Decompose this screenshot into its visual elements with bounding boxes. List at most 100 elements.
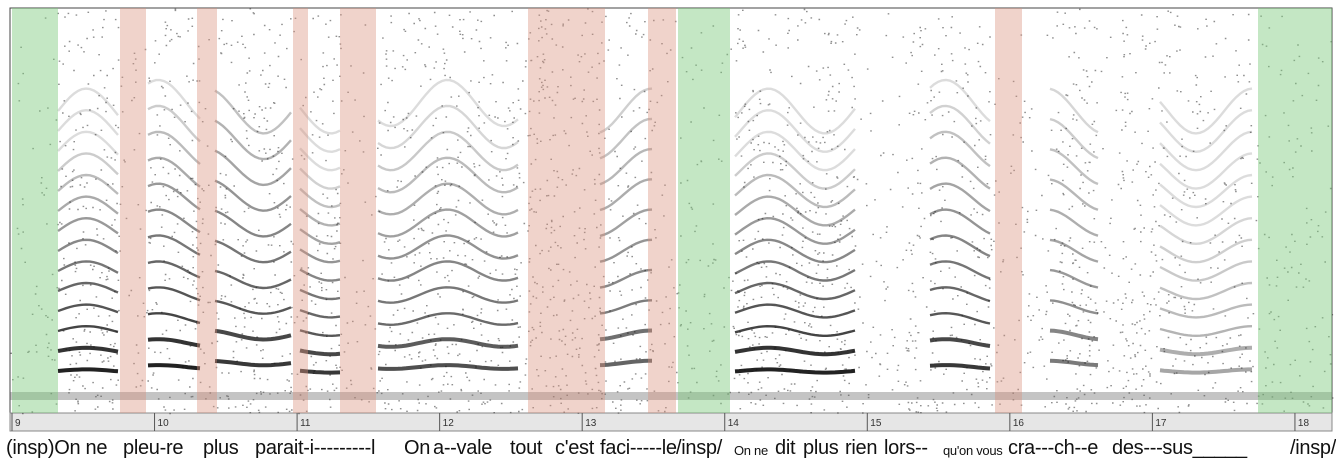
spectrogram-texture [10,8,1334,415]
harmonic [57,108,119,136]
consonant-band [528,8,605,413]
lyric: (insp)On ne [6,437,108,459]
harmonic [377,208,519,238]
harmonic [1049,148,1099,186]
lyric: /insp/ [676,437,723,459]
harmonic [599,358,652,368]
x-tick-label: 16 [1013,418,1025,429]
harmonic [929,311,991,325]
lyric: cra---ch--e [1008,437,1099,459]
harmonic [929,78,991,123]
harmonic [57,303,119,314]
harmonic [734,281,856,301]
harmonic [1159,173,1253,209]
harmonic [929,337,991,348]
harmonic [599,178,653,212]
harmonic [734,260,856,282]
x-tick-label: 15 [870,418,882,429]
harmonic [1049,208,1099,237]
harmonic [377,156,519,194]
harmonic [1049,87,1099,134]
harmonic [1049,238,1099,263]
harmonic [734,216,856,245]
lyric: /insp/ [1290,437,1336,459]
harmonic [147,286,201,302]
harmonic [147,104,201,143]
time-axis [9,412,1333,432]
harmonic [147,130,201,165]
harmonic [734,109,856,153]
lyric: dit [775,437,796,459]
harmonic [1049,299,1099,315]
harmonic [1159,238,1253,264]
consonant-band [293,8,308,413]
plot-frame [9,7,1333,414]
harmonic [734,152,856,190]
x-tick-label: 11 [300,418,311,429]
harmonic [214,89,292,135]
x-tick-label: 14 [728,418,740,429]
lyric: c'est [555,437,594,459]
harmonic [377,286,519,304]
harmonic [377,260,519,282]
lyric: rien [845,437,878,459]
harmonic [1159,217,1253,246]
harmonic [599,299,653,315]
harmonic [734,87,856,135]
harmonic [929,234,991,258]
harmonic [57,281,119,294]
harmonic [299,107,341,135]
harmonic [377,363,519,371]
harmonic [214,119,292,161]
harmonic [214,359,292,368]
harmonic [299,268,341,282]
lyric: On [404,437,431,459]
harmonic [734,303,856,319]
harmonic [734,195,856,227]
harmonic [147,208,201,234]
harmonic [57,87,119,117]
consonant-band [648,8,676,413]
harmonic [734,367,856,375]
x-tick-label: 18 [1298,418,1310,429]
harmonic [214,209,292,238]
harmonic [1159,367,1252,375]
harmonic [57,345,119,354]
harmonic [1049,178,1099,211]
harmonic [1049,328,1099,342]
harmonic [147,363,201,371]
harmonic [377,130,519,172]
harmonic [1049,117,1099,160]
harmonic [147,312,201,325]
lyric: On ne [734,443,768,458]
harmonic [1159,260,1253,282]
harmonic [299,187,341,209]
lyric: plus [203,437,239,459]
harmonic [214,239,292,264]
harmonic [214,269,292,290]
harmonic [929,130,991,168]
harmonic [299,147,341,172]
harmonic [299,348,341,357]
harmonic [214,299,292,315]
harmonic [299,329,341,338]
harmonic [599,328,653,342]
harmonic [1159,195,1253,227]
harmonic [734,238,856,264]
harmonic [599,238,653,263]
harmonic [1049,268,1099,289]
harmonic [377,182,519,216]
lyric: faci-----le [600,437,677,459]
harmonic [147,78,201,120]
harmonic [1159,345,1253,357]
harmonic [299,167,341,190]
lyric: parait-i---------l [255,437,376,459]
harmonic [299,308,341,319]
harmonic [1159,152,1253,190]
harmonic [929,208,991,235]
harmonic [147,182,201,211]
harmonic [929,104,991,145]
harmonic [929,260,991,280]
harmonic [929,182,991,213]
